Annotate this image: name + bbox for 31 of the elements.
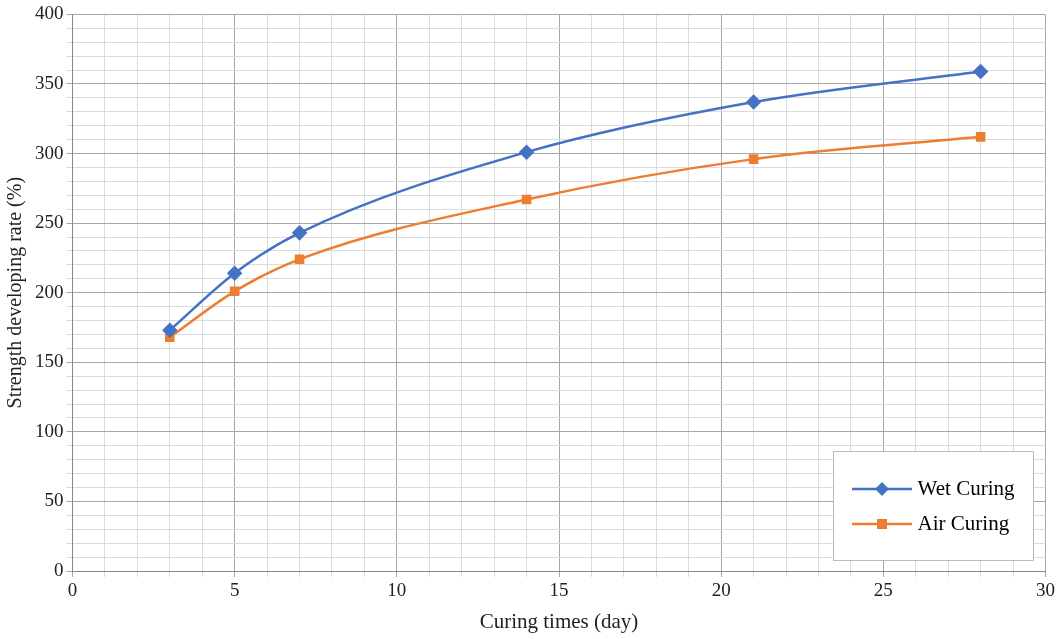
y-tick-label: 50 xyxy=(44,489,64,511)
y-tick-label: 150 xyxy=(35,350,64,372)
point xyxy=(521,194,532,205)
point xyxy=(292,225,307,241)
point xyxy=(229,286,240,297)
x-tick-label: 30 xyxy=(1036,579,1055,601)
y-tick-label: 100 xyxy=(35,419,64,441)
x-tick-label: 5 xyxy=(229,579,240,601)
x-tick-label: 15 xyxy=(549,579,569,601)
y-tick-label: 200 xyxy=(35,280,64,302)
point xyxy=(162,323,178,338)
point xyxy=(746,94,761,110)
x-tick-label: 0 xyxy=(67,579,78,601)
x-tick-label: 25 xyxy=(873,579,893,601)
y-tick-label: 350 xyxy=(35,71,64,93)
y-tick-label: 0 xyxy=(54,558,64,580)
y-axis-title: Strength developing rate (%) xyxy=(3,176,27,409)
y-tick-label: 400 xyxy=(35,2,64,24)
y-tick-label: 250 xyxy=(35,211,64,233)
point xyxy=(973,64,988,79)
point xyxy=(519,144,534,160)
x-axis-title: Curing times (day) xyxy=(479,608,639,633)
x-tick-label: 10 xyxy=(387,579,407,601)
x-tick-label: 20 xyxy=(711,579,731,601)
legend-label: Wet Curing xyxy=(917,476,1015,501)
point xyxy=(294,254,305,265)
point xyxy=(227,265,242,281)
point xyxy=(975,132,986,142)
legend-label: Air Curing xyxy=(917,511,1010,536)
y-tick-label: 300 xyxy=(35,141,64,163)
point xyxy=(748,154,759,164)
